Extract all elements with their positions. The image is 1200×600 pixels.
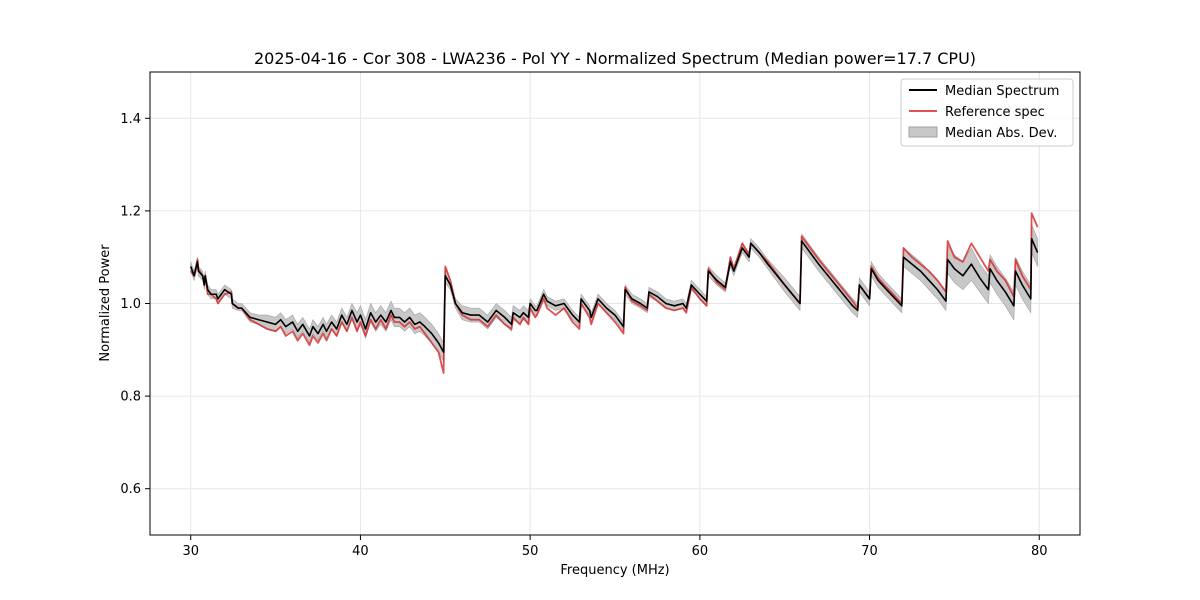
plot-content <box>189 212 1039 374</box>
legend-reference-label: Reference spec <box>945 105 1045 120</box>
x-tick-label: 60 <box>692 544 709 559</box>
median-spectrum-line <box>189 237 1039 353</box>
reference-spectrum-line <box>190 212 1039 374</box>
legend-median-label: Median Spectrum <box>945 84 1059 99</box>
legend-mad-label: Median Abs. Dev. <box>945 126 1057 141</box>
y-tick-label: 0.6 <box>120 482 141 497</box>
x-axis-label: Frequency (MHz) <box>560 563 669 578</box>
x-tick-label: 50 <box>522 544 539 559</box>
legend: Median Spectrum Reference spec Median Ab… <box>900 78 1074 147</box>
legend-mad-swatch <box>908 126 938 138</box>
y-tick-label: 1.0 <box>120 297 141 312</box>
y-tick-label: 1.2 <box>120 204 141 219</box>
x-axis-ticks: 30 40 50 60 70 80 <box>182 535 1048 559</box>
y-tick-label: 1.4 <box>120 112 141 127</box>
y-axis-ticks: 0.6 0.8 1.0 1.2 1.4 <box>120 112 150 497</box>
chart-title: 2025-04-16 - Cor 308 - LWA236 - Pol YY -… <box>254 49 976 68</box>
y-tick-label: 0.8 <box>120 390 141 405</box>
y-axis-label: Normalized Power <box>98 244 113 362</box>
x-tick-label: 80 <box>1031 544 1048 559</box>
legend-box <box>900 78 1074 147</box>
x-tick-label: 30 <box>182 544 199 559</box>
x-tick-label: 40 <box>352 544 369 559</box>
mad-band-area <box>190 224 1038 363</box>
x-tick-label: 70 <box>861 544 878 559</box>
